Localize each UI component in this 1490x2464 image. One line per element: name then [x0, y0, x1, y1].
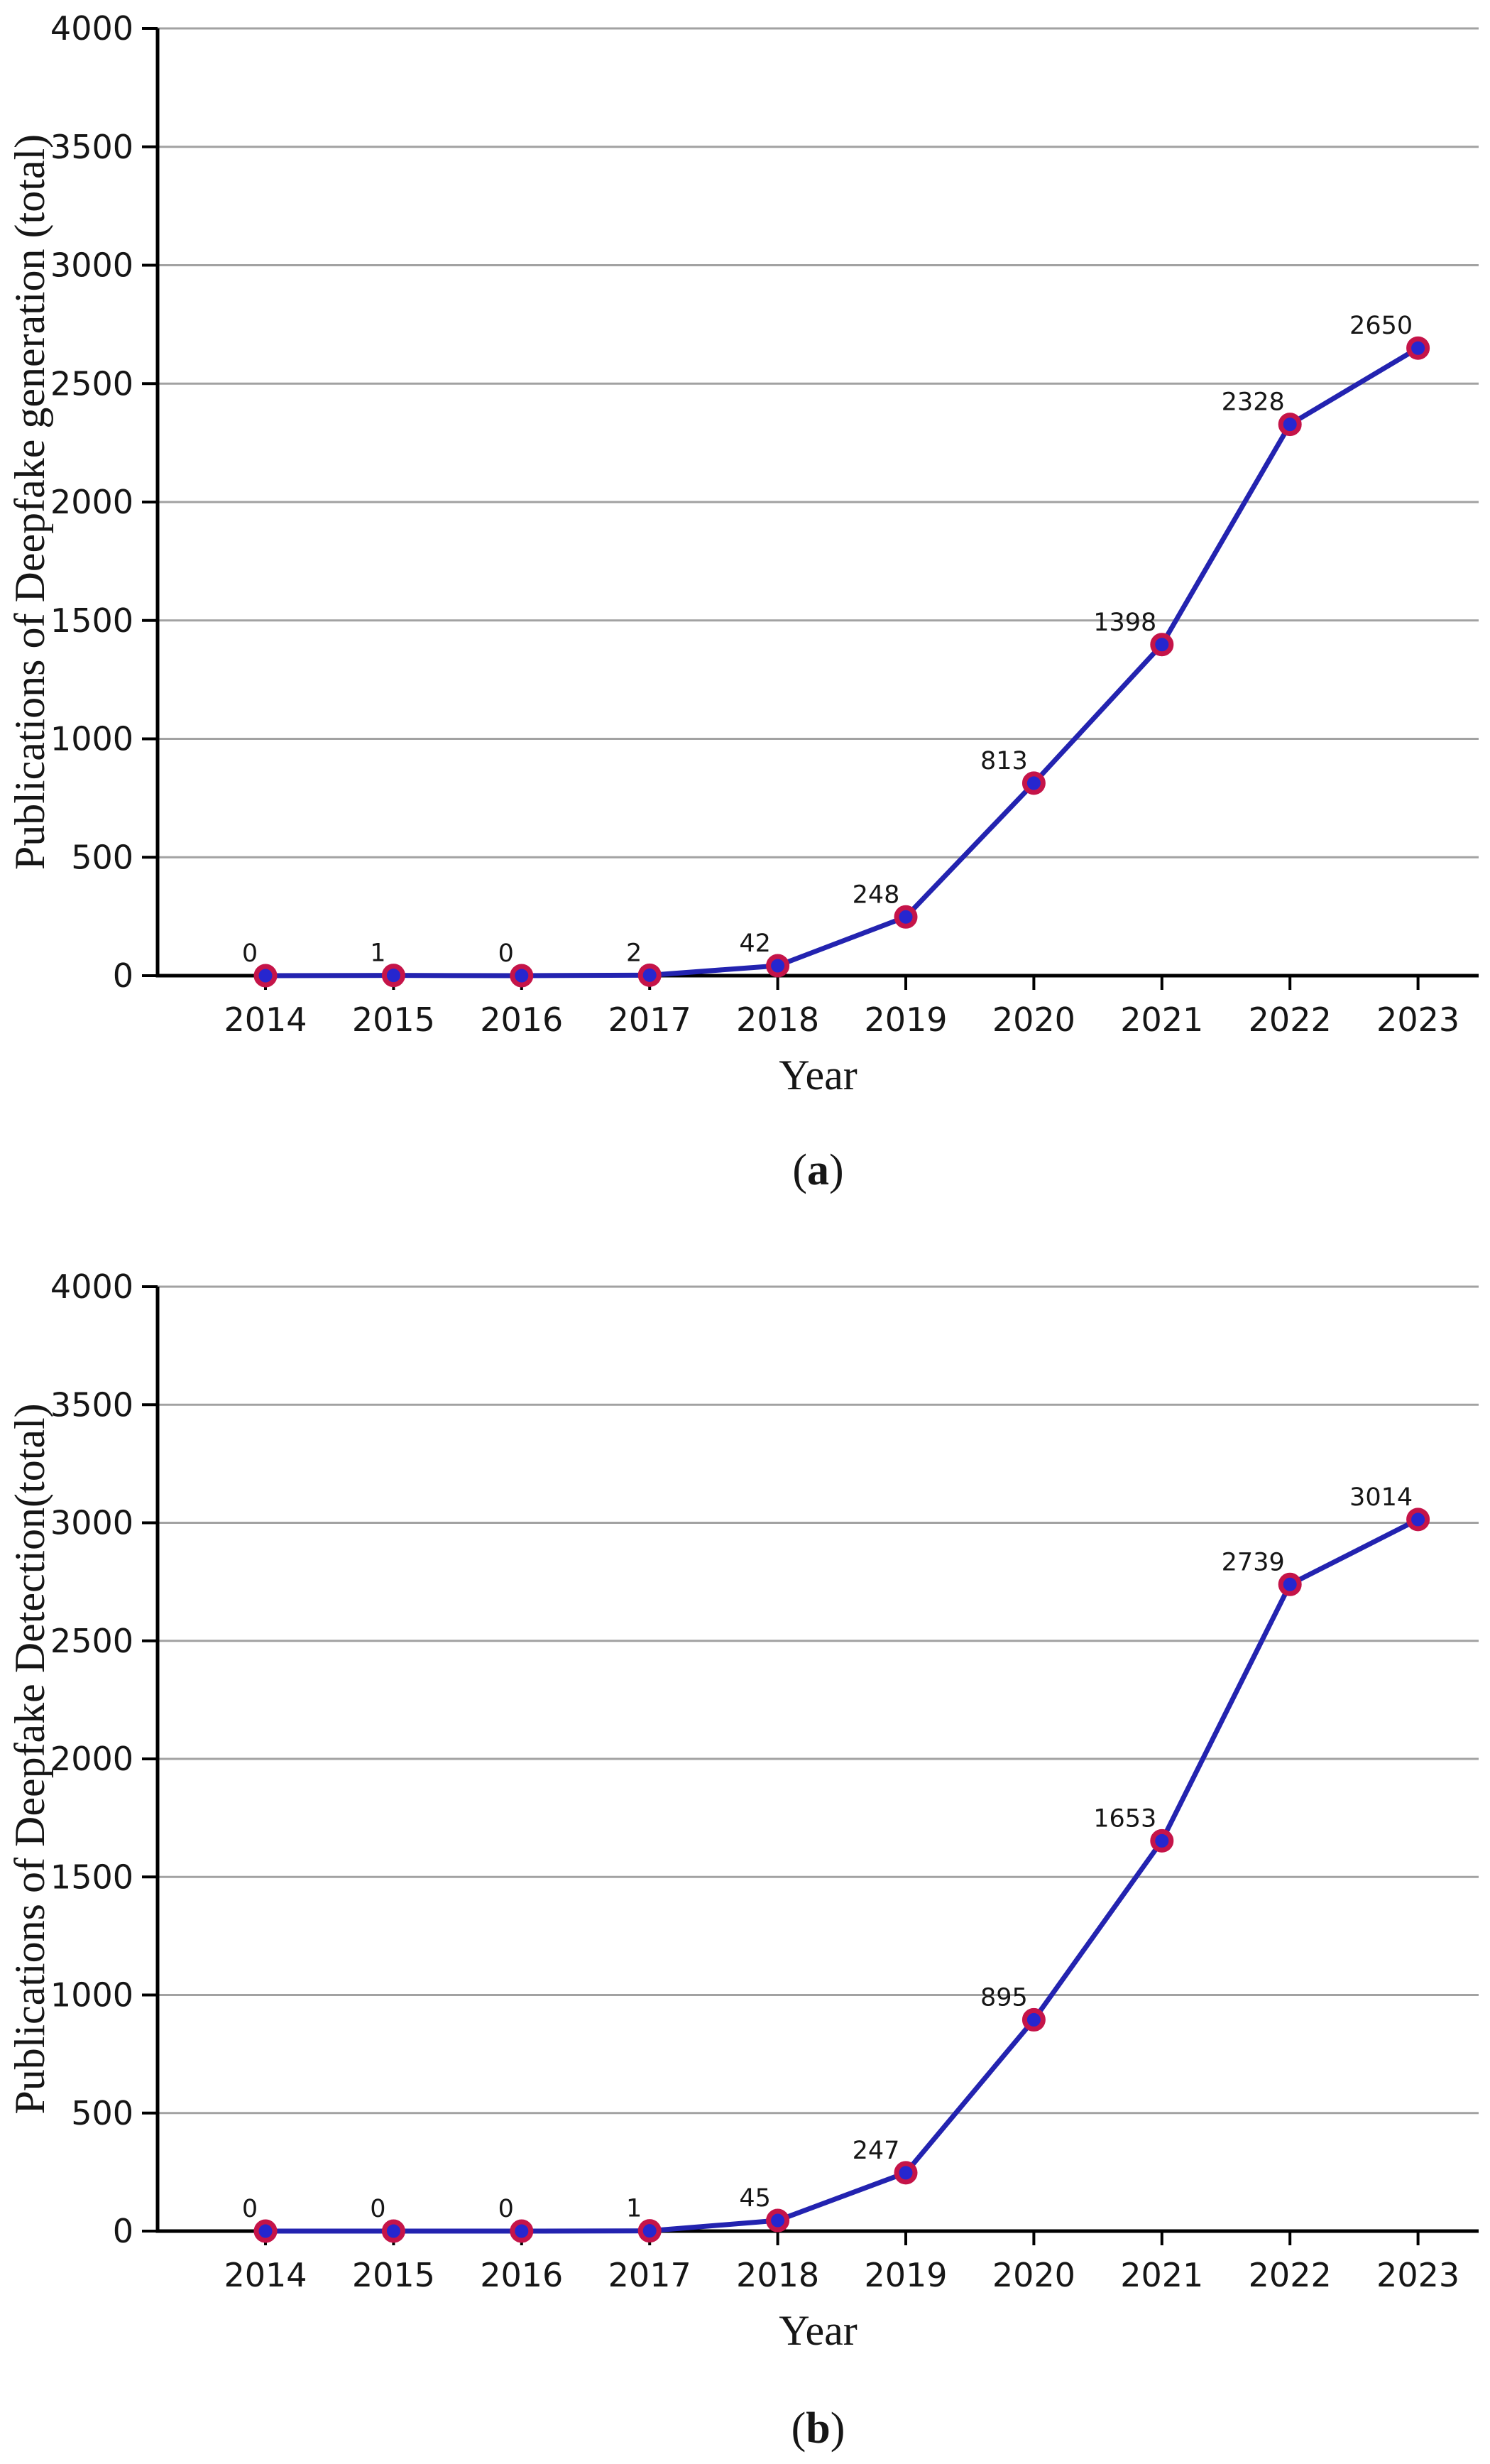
y-tick-label: 3000: [50, 246, 133, 285]
data-point-2015: [381, 2219, 405, 2243]
data-point-2019: [894, 2161, 918, 2185]
data-line: [265, 346, 1420, 978]
data-point-2022: [1278, 1572, 1302, 1596]
y-tick-label: 2000: [50, 1740, 133, 1778]
data-label: 2328: [1222, 388, 1285, 417]
x-axis-title: Year: [779, 1052, 858, 1099]
data-point-2017: [637, 2219, 662, 2243]
panel-caption: (b): [791, 2404, 845, 2453]
x-tick-label: 2019: [864, 1001, 947, 1039]
data-label: 247: [853, 2137, 900, 2165]
data-label: 895: [980, 1983, 1028, 2012]
x-tick-label: 2014: [224, 2256, 307, 2294]
data-point-2023: [1406, 336, 1430, 360]
y-tick-label: 1500: [50, 1858, 133, 1896]
x-tick-label: 2020: [992, 2256, 1075, 2294]
y-tick-label: 500: [71, 838, 133, 876]
panel-caption: (a): [792, 1146, 843, 1194]
y-tick-label: 0: [113, 956, 133, 995]
x-tick-label: 2019: [864, 2256, 947, 2294]
data-point-2022: [1278, 413, 1302, 437]
data-point-2020: [1021, 771, 1046, 795]
data-label: 2650: [1349, 312, 1413, 340]
data-line: [265, 1517, 1420, 2234]
data-point-2017: [637, 963, 662, 987]
data-label: 3014: [1349, 1483, 1413, 1512]
y-tick-label: 2500: [50, 1622, 133, 1660]
data-label: 2: [626, 939, 642, 967]
x-tick-label: 2021: [1120, 2256, 1203, 2294]
x-tick-label: 2022: [1249, 1001, 1332, 1039]
data-label: 813: [980, 747, 1028, 775]
data-label: 0: [242, 2195, 258, 2223]
y-tick-label: 3500: [50, 128, 133, 166]
data-point-2019: [894, 905, 918, 929]
y-tick-label: 3000: [50, 1504, 133, 1542]
x-tick-label: 2015: [352, 2256, 435, 2294]
x-tick-label: 2016: [480, 2256, 563, 2294]
data-label: 1398: [1093, 609, 1156, 637]
y-tick-label: 0: [113, 2212, 133, 2250]
data-label: 42: [739, 930, 771, 958]
x-tick-label: 2021: [1120, 1001, 1203, 1039]
x-axis-title: Year: [779, 2307, 858, 2354]
x-tick-label: 2014: [224, 1001, 307, 1039]
data-point-2018: [766, 954, 790, 978]
y-tick-label: 1500: [50, 601, 133, 640]
x-tick-label: 2022: [1249, 2256, 1332, 2294]
data-point-2014: [253, 2219, 278, 2243]
x-tick-label: 2015: [352, 1001, 435, 1039]
data-point-2016: [510, 964, 534, 988]
data-point-2016: [510, 2219, 534, 2243]
y-tick-label: 500: [71, 2094, 133, 2132]
data-label: 1: [370, 939, 385, 968]
data-point-2018: [766, 2208, 790, 2233]
data-label: 248: [853, 881, 900, 909]
x-tick-label: 2018: [736, 2256, 819, 2294]
data-label: 2739: [1222, 1548, 1285, 1576]
y-tick-label: 2500: [50, 364, 133, 403]
data-point-2021: [1150, 633, 1174, 657]
y-tick-label: 1000: [50, 720, 133, 758]
data-point-2021: [1150, 1828, 1174, 1853]
data-label: 1653: [1093, 1804, 1156, 1833]
y-axis-title: Publications of Deepfake Detection(total…: [6, 1403, 53, 2114]
x-tick-label: 2023: [1376, 2256, 1459, 2294]
data-point-2015: [381, 964, 405, 988]
data-label: 1: [626, 2195, 642, 2223]
x-tick-label: 2016: [480, 1001, 563, 1039]
y-axis-title: Publications of Deepfake generation (tot…: [6, 134, 53, 870]
data-point-2014: [253, 964, 278, 988]
data-label: 0: [498, 939, 514, 968]
data-point-2020: [1021, 2007, 1046, 2032]
panel-a: 0 500 1000 1500 2000 2500 3000 3500 4000 2014 2015…: [6, 9, 1479, 1194]
y-tick-label: 4000: [50, 9, 133, 48]
y-tick-label: 3500: [50, 1385, 133, 1424]
data-label: 0: [370, 2195, 385, 2223]
x-tick-label: 2023: [1376, 1001, 1459, 1039]
x-tick-label: 2017: [608, 2256, 691, 2294]
y-tick-label: 1000: [50, 1976, 133, 2015]
data-point-2023: [1406, 1508, 1430, 1532]
x-tick-label: 2020: [992, 1001, 1075, 1039]
x-tick-label: 2018: [736, 1001, 819, 1039]
x-tick-label: 2017: [608, 1001, 691, 1039]
data-label: 45: [739, 2184, 771, 2213]
data-label: 0: [242, 939, 258, 968]
y-tick-label: 4000: [50, 1268, 133, 1306]
y-tick-label: 2000: [50, 483, 133, 521]
data-label: 0: [498, 2195, 514, 2223]
